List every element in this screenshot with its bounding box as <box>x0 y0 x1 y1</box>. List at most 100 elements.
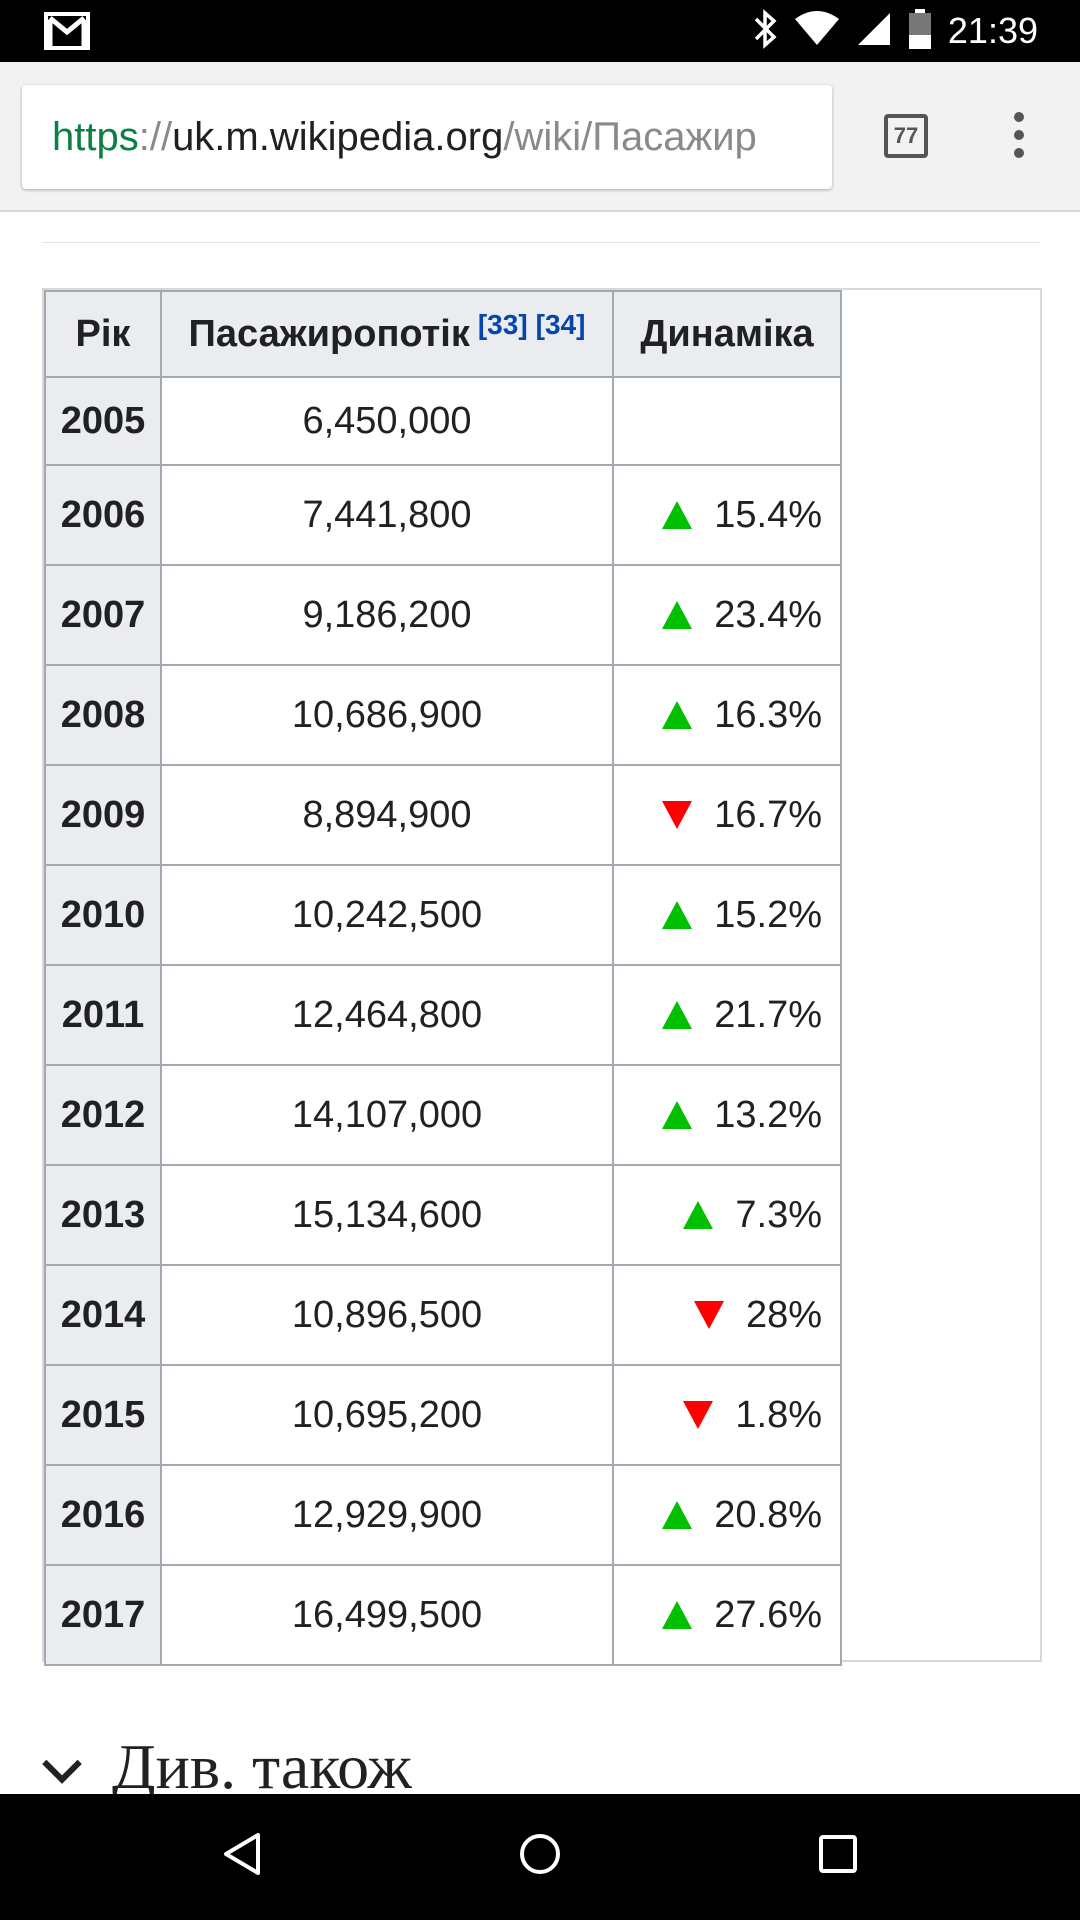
dynamics-cell: 20.8% <box>612 1464 842 1566</box>
passengers-cell: 10,686,900 <box>160 664 614 766</box>
url-separator: :// <box>138 115 173 159</box>
section-divider <box>42 242 1040 243</box>
year-cell: 2017 <box>44 1564 162 1666</box>
passengers-cell: 10,242,500 <box>160 864 614 966</box>
passengers-cell: 9,186,200 <box>160 564 614 666</box>
passengers-cell: 10,695,200 <box>160 1364 614 1466</box>
ref-link-34[interactable]: [34] <box>535 308 586 340</box>
dynamics-cell: 23.4% <box>612 564 842 666</box>
passengers-cell: 10,896,500 <box>160 1264 614 1366</box>
passengers-cell: 8,894,900 <box>160 764 614 866</box>
passengers-cell: 12,464,800 <box>160 964 614 1066</box>
battery-icon <box>908 8 932 54</box>
passengers-cell: 15,134,600 <box>160 1164 614 1266</box>
browser-toolbar: https://uk.m.wikipedia.org/wiki/Пасажир … <box>0 62 1080 212</box>
dynamics-cell: 16.3% <box>612 664 842 766</box>
url-bar[interactable]: https://uk.m.wikipedia.org/wiki/Пасажир <box>22 85 832 189</box>
change-value: 20.8% <box>714 1493 822 1536</box>
table-row: 2017 16,499,500 27.6% <box>44 1564 842 1666</box>
url-text[interactable]: https://uk.m.wikipedia.org/wiki/Пасажир <box>52 85 832 189</box>
tab-switcher-button[interactable]: 77 <box>884 114 928 158</box>
dynamics-cell: 28% <box>612 1264 842 1366</box>
increase-arrow-icon <box>662 500 693 529</box>
decrease-arrow-icon <box>693 1300 724 1329</box>
increase-arrow-icon <box>662 600 693 629</box>
signal-icon <box>856 11 892 52</box>
passengers-cell: 6,450,000 <box>160 376 614 466</box>
table-row: 2011 12,464,800 21.7% <box>44 964 842 1066</box>
change-value: 16.7% <box>714 793 822 836</box>
year-cell: 2015 <box>44 1364 162 1466</box>
year-cell: 2008 <box>44 664 162 766</box>
table-row: 2015 10,695,200 1.8% <box>44 1364 842 1466</box>
change-value: 1.8% <box>735 1393 822 1436</box>
ref-link-33[interactable]: [33] <box>477 308 528 340</box>
overflow-menu-icon[interactable] <box>1008 112 1030 162</box>
year-cell: 2013 <box>44 1164 162 1266</box>
tab-count: 77 <box>893 123 919 148</box>
dynamics-cell: 15.2% <box>612 864 842 966</box>
dynamics-cell: 27.6% <box>612 1564 842 1666</box>
chevron-down-icon <box>42 1744 82 1785</box>
year-cell: 2005 <box>44 376 162 466</box>
increase-arrow-icon <box>662 1600 693 1629</box>
table-row: 2016 12,929,900 20.8% <box>44 1464 842 1566</box>
dynamics-cell: 1.8% <box>612 1364 842 1466</box>
home-icon[interactable] <box>518 1832 562 1881</box>
table-row: 2009 8,894,900 16.7% <box>44 764 842 866</box>
decrease-arrow-icon <box>662 800 693 829</box>
url-scheme: https <box>52 115 139 159</box>
increase-arrow-icon <box>683 1200 714 1229</box>
passengers-cell: 14,107,000 <box>160 1064 614 1166</box>
table-header-row: Рік Пасажиропотік [33] [34] Динаміка <box>44 290 842 378</box>
increase-arrow-icon <box>662 700 693 729</box>
year-cell: 2014 <box>44 1264 162 1366</box>
table-row: 2008 10,686,900 16.3% <box>44 664 842 766</box>
table-row: 2012 14,107,000 13.2% <box>44 1064 842 1166</box>
see-also-title: Див. також <box>112 1731 412 1800</box>
year-cell: 2011 <box>44 964 162 1066</box>
increase-arrow-icon <box>662 1100 693 1129</box>
increase-arrow-icon <box>662 900 693 929</box>
url-path: /wiki/Пасажир <box>503 115 757 159</box>
passenger-table: Рік Пасажиропотік [33] [34] Динаміка 2005 6… <box>44 290 842 1666</box>
change-value: 21.7% <box>714 993 822 1036</box>
recents-icon[interactable] <box>818 1832 858 1881</box>
year-cell: 2007 <box>44 564 162 666</box>
change-value: 16.3% <box>714 693 822 736</box>
change-value: 27.6% <box>714 1593 822 1636</box>
dynamics-cell: 15.4% <box>612 464 842 566</box>
dynamics-cell <box>612 376 842 466</box>
change-value: 7.3% <box>735 1193 822 1236</box>
header-year: Рік <box>44 290 162 378</box>
year-cell: 2006 <box>44 464 162 566</box>
table-row: 2005 6,450,000 <box>44 376 842 466</box>
table-row: 2007 9,186,200 23.4% <box>44 564 842 666</box>
increase-arrow-icon <box>662 1500 693 1529</box>
table-row: 2014 10,896,500 28% <box>44 1264 842 1366</box>
passengers-cell: 12,929,900 <box>160 1464 614 1566</box>
year-cell: 2009 <box>44 764 162 866</box>
dynamics-cell: 13.2% <box>612 1064 842 1166</box>
change-value: 28% <box>745 1293 822 1336</box>
passengers-cell: 16,499,500 <box>160 1564 614 1666</box>
change-value: 15.4% <box>714 493 822 536</box>
status-bar: 21:39 <box>0 0 1080 62</box>
see-also-section-header[interactable]: Див. також <box>40 1730 412 1800</box>
table-row: 2006 7,441,800 15.4% <box>44 464 842 566</box>
header-passengers: Пасажиропотік [33] [34] <box>160 290 614 378</box>
status-time: 21:39 <box>947 10 1038 51</box>
dynamics-cell: 7.3% <box>612 1164 842 1266</box>
increase-arrow-icon <box>662 1000 693 1029</box>
back-icon[interactable] <box>222 1832 262 1881</box>
decrease-arrow-icon <box>683 1400 714 1429</box>
dynamics-cell: 21.7% <box>612 964 842 1066</box>
bluetooth-icon <box>754 8 778 54</box>
year-cell: 2010 <box>44 864 162 966</box>
passengers-cell: 7,441,800 <box>160 464 614 566</box>
table-row: 2013 15,134,600 7.3% <box>44 1164 842 1266</box>
gmail-icon <box>44 12 90 55</box>
year-cell: 2016 <box>44 1464 162 1566</box>
change-value: 13.2% <box>714 1093 822 1136</box>
change-value: 23.4% <box>714 593 822 636</box>
